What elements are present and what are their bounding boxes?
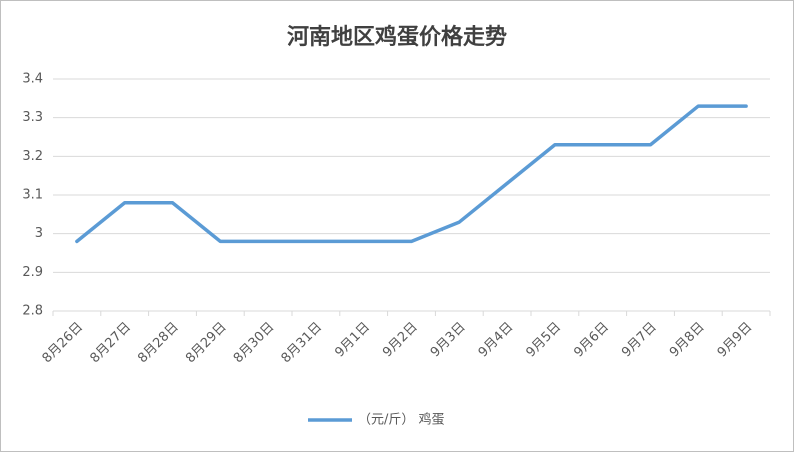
- y-tick-label: 3.1: [22, 188, 43, 203]
- y-tick-label: 3.2: [22, 149, 43, 164]
- chart-title: 河南地区鸡蛋价格走势: [287, 24, 507, 50]
- y-tick-label: 3: [35, 226, 43, 241]
- legend-label: （元/斤） 鸡蛋: [358, 412, 445, 428]
- y-tick-label: 3.4: [22, 72, 43, 87]
- y-tick-label: 2.9: [22, 265, 43, 280]
- data-line: [75, 104, 748, 244]
- y-tick-label: 2.8: [22, 304, 43, 319]
- y-tick-label: 3.3: [22, 110, 43, 125]
